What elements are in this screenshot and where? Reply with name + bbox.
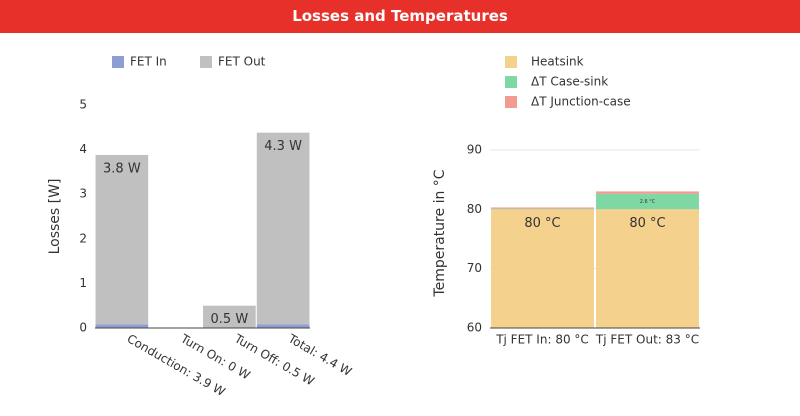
y-tick-label: 60 [467, 321, 482, 335]
legend-label: ΔT Case-sink [531, 75, 608, 89]
legend-swatch [505, 56, 517, 68]
x-tick-label: Tj FET In: 80 °C [495, 333, 589, 347]
y-axis-label: Temperature in °C [432, 169, 448, 297]
y-tick-label: 80 [467, 202, 482, 216]
x-tick-label: Tj FET Out: 83 °C [595, 333, 699, 347]
y-tick-label: 90 [467, 142, 482, 156]
bar-segment [491, 207, 594, 209]
legend-swatch [505, 96, 517, 108]
y-axis-label: Losses [W] [47, 179, 63, 255]
legend-swatch [112, 56, 124, 68]
value-label: 80 °C [629, 216, 665, 231]
legend-label: ΔT Junction-case [531, 95, 631, 109]
value-label: 80 °C [524, 216, 560, 231]
legend-swatch [505, 76, 517, 88]
y-tick-label: 0 [79, 321, 87, 335]
value-label: 2.6 °C [640, 199, 656, 205]
y-tick-label: 1 [79, 276, 87, 290]
header-title: Losses and Temperatures [0, 0, 800, 33]
bar-segment [95, 324, 149, 328]
legend-label: Heatsink [531, 55, 584, 69]
legend-label: FET In [130, 55, 167, 69]
bar-segment [95, 154, 149, 325]
y-tick-label: 4 [79, 142, 87, 156]
x-tick-label: Conduction: 3.9 W [125, 332, 228, 400]
value-label: 4.3 W [264, 139, 302, 154]
bar-segment [491, 208, 594, 210]
bar-segment [491, 209, 594, 328]
bar-segment [596, 193, 699, 210]
bar-segment [256, 324, 310, 328]
legend-swatch [200, 56, 212, 68]
y-tick-label: 70 [467, 261, 482, 275]
bar-segment [596, 209, 699, 328]
bar-segment [203, 305, 256, 328]
value-label: 0.5 W [211, 312, 249, 327]
y-tick-label: 2 [79, 231, 87, 245]
bar-segment [596, 191, 699, 194]
bar-segment [256, 132, 310, 325]
y-tick-label: 3 [79, 187, 87, 201]
value-label: 3.8 W [103, 161, 141, 176]
legend-label: FET Out [218, 55, 266, 69]
y-tick-label: 5 [79, 98, 87, 112]
